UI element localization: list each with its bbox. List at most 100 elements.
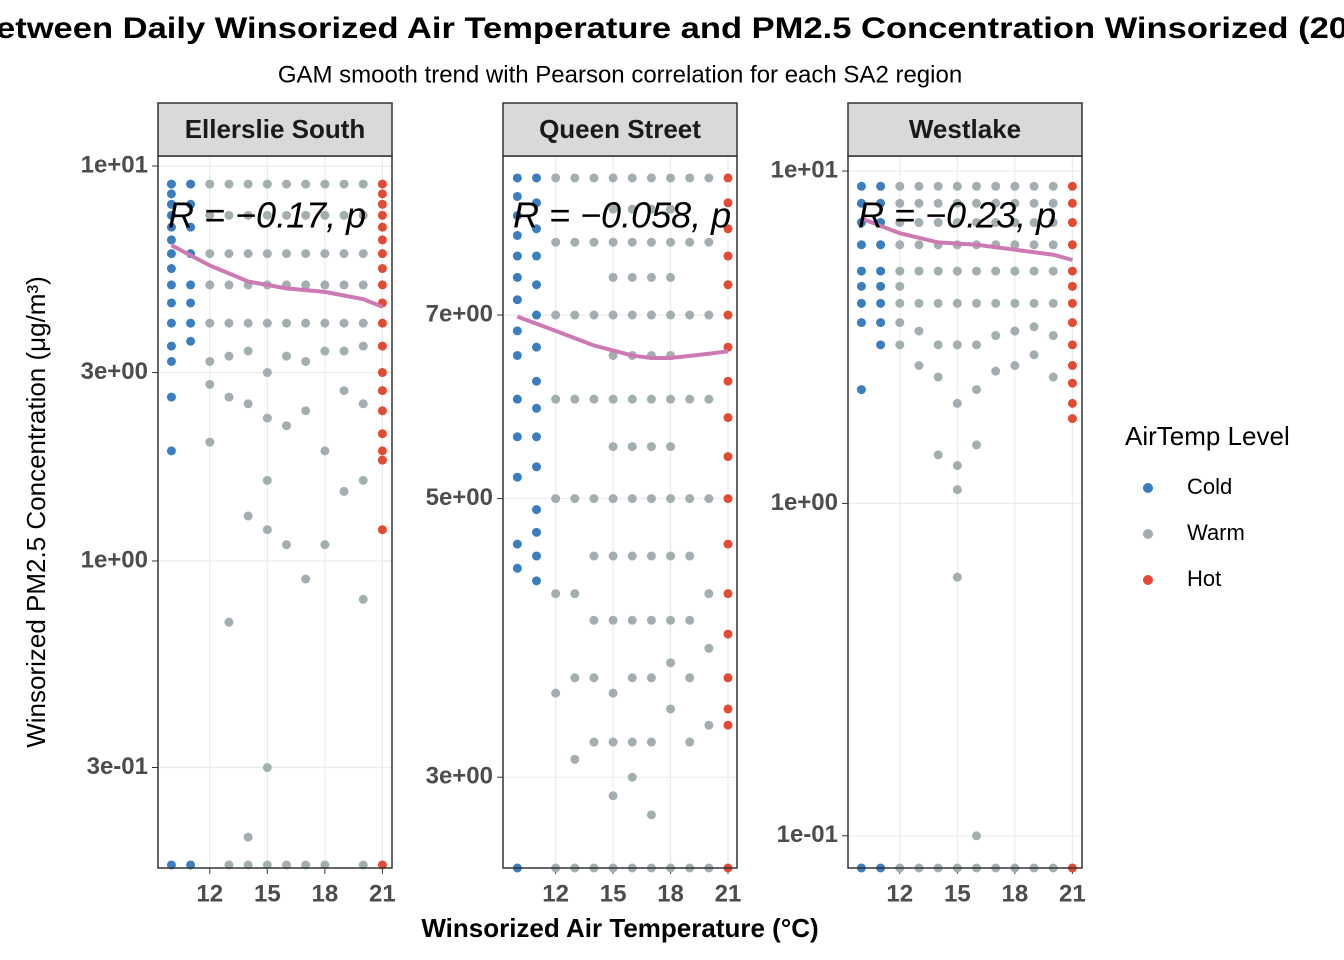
point <box>627 173 637 183</box>
point <box>666 173 676 183</box>
point <box>646 810 656 820</box>
point <box>1067 318 1077 328</box>
strip <box>157 102 393 157</box>
point <box>589 494 599 504</box>
point <box>262 210 272 220</box>
point <box>895 298 905 308</box>
point <box>262 413 272 423</box>
point <box>224 860 234 870</box>
point <box>532 173 542 183</box>
point <box>551 494 561 504</box>
point <box>933 198 943 208</box>
point <box>666 551 676 561</box>
smooth-line <box>170 243 384 309</box>
point <box>532 527 542 537</box>
point <box>377 179 387 189</box>
point <box>589 394 599 404</box>
point <box>856 281 866 291</box>
point <box>358 280 368 290</box>
point <box>666 310 676 320</box>
point <box>358 475 368 485</box>
point <box>646 551 656 561</box>
point <box>243 210 253 220</box>
point <box>876 198 886 208</box>
point <box>608 551 618 561</box>
point <box>723 173 733 183</box>
point <box>608 737 618 747</box>
point <box>166 860 176 870</box>
point <box>1048 218 1058 228</box>
point <box>972 198 982 208</box>
point <box>723 704 733 714</box>
point <box>1048 266 1058 276</box>
point <box>608 615 618 625</box>
point <box>358 594 368 604</box>
point <box>262 525 272 535</box>
point <box>589 737 599 747</box>
point <box>895 281 905 291</box>
point <box>991 266 1001 276</box>
point <box>646 310 656 320</box>
point <box>627 772 637 782</box>
annotation-group: R = −0.17, p <box>168 195 366 236</box>
point <box>570 394 580 404</box>
point <box>1029 266 1039 276</box>
point <box>243 399 253 409</box>
point <box>666 394 676 404</box>
point <box>723 629 733 639</box>
point <box>512 394 522 404</box>
point <box>991 181 1001 191</box>
point <box>301 280 311 290</box>
point <box>666 272 676 282</box>
point <box>685 310 695 320</box>
point <box>608 204 618 214</box>
point <box>895 318 905 328</box>
point <box>856 266 866 276</box>
point <box>301 179 311 189</box>
point <box>685 394 695 404</box>
panel-background <box>158 156 392 868</box>
point <box>262 318 272 328</box>
point <box>282 179 292 189</box>
point <box>358 179 368 189</box>
x-tick-label: 21 <box>369 880 396 907</box>
point <box>339 386 349 396</box>
point <box>685 494 695 504</box>
point <box>205 249 215 259</box>
point <box>589 237 599 247</box>
point <box>262 368 272 378</box>
y-tick-label: 3e-01 <box>87 753 148 780</box>
x-tick-label: 12 <box>886 880 913 907</box>
point <box>358 318 368 328</box>
point <box>186 179 196 189</box>
point <box>377 368 387 378</box>
point <box>723 720 733 730</box>
point <box>1067 378 1077 388</box>
point <box>570 237 580 247</box>
point <box>186 298 196 308</box>
point <box>1067 266 1077 276</box>
point <box>282 421 292 431</box>
point <box>952 218 962 228</box>
point <box>1029 298 1039 308</box>
y-tick-label: 1e+01 <box>81 151 148 178</box>
point <box>1029 218 1039 228</box>
point <box>627 615 637 625</box>
point <box>723 224 733 234</box>
point <box>1048 298 1058 308</box>
y-tick-label: 7e+00 <box>426 300 493 327</box>
point <box>952 398 962 408</box>
point <box>262 179 272 189</box>
point <box>301 249 311 259</box>
point <box>589 310 599 320</box>
point <box>320 346 330 356</box>
point <box>358 399 368 409</box>
point <box>339 179 349 189</box>
point <box>339 249 349 259</box>
point <box>339 346 349 356</box>
point <box>876 181 886 191</box>
point <box>914 298 924 308</box>
x-tick-label: 18 <box>312 880 339 907</box>
point <box>1048 240 1058 250</box>
point <box>1029 181 1039 191</box>
